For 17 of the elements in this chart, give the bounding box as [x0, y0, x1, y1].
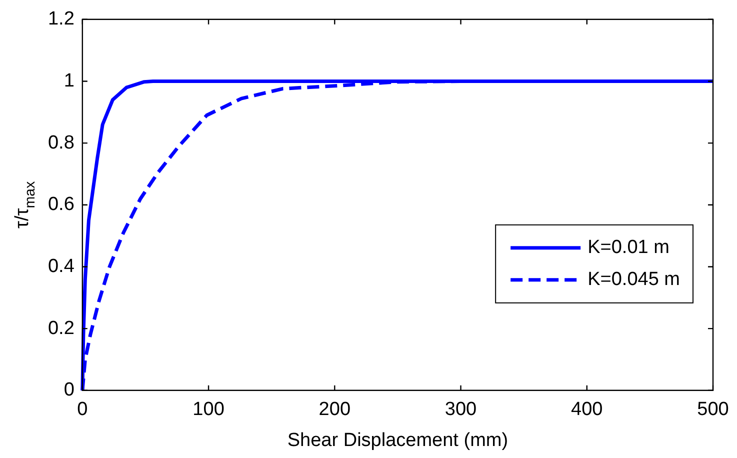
y-tick-label: 0.2: [48, 318, 74, 339]
legend-label: K=0.01 m: [588, 237, 670, 258]
y-tick-label: 1.2: [48, 8, 74, 30]
y-tick-label: 1: [64, 70, 74, 92]
legend-label: K=0.045 m: [588, 269, 680, 290]
x-tick-label: 200: [318, 399, 350, 420]
x-tick-label: 400: [571, 399, 603, 420]
y-tick-label: 0.4: [48, 256, 75, 277]
x-tick-label: 0: [77, 399, 88, 420]
y-tick-label: 0: [64, 380, 74, 401]
x-tick-label: 500: [697, 399, 729, 420]
y-tick-label: 0.8: [48, 132, 74, 154]
x-tick-label: 100: [192, 399, 224, 420]
x-tick-label: 300: [444, 399, 477, 420]
y-tick-label: 0.6: [48, 194, 74, 216]
x-axis-title: Shear Displacement (mm): [287, 430, 508, 451]
y-axis-title: τ/τmax: [12, 181, 39, 229]
